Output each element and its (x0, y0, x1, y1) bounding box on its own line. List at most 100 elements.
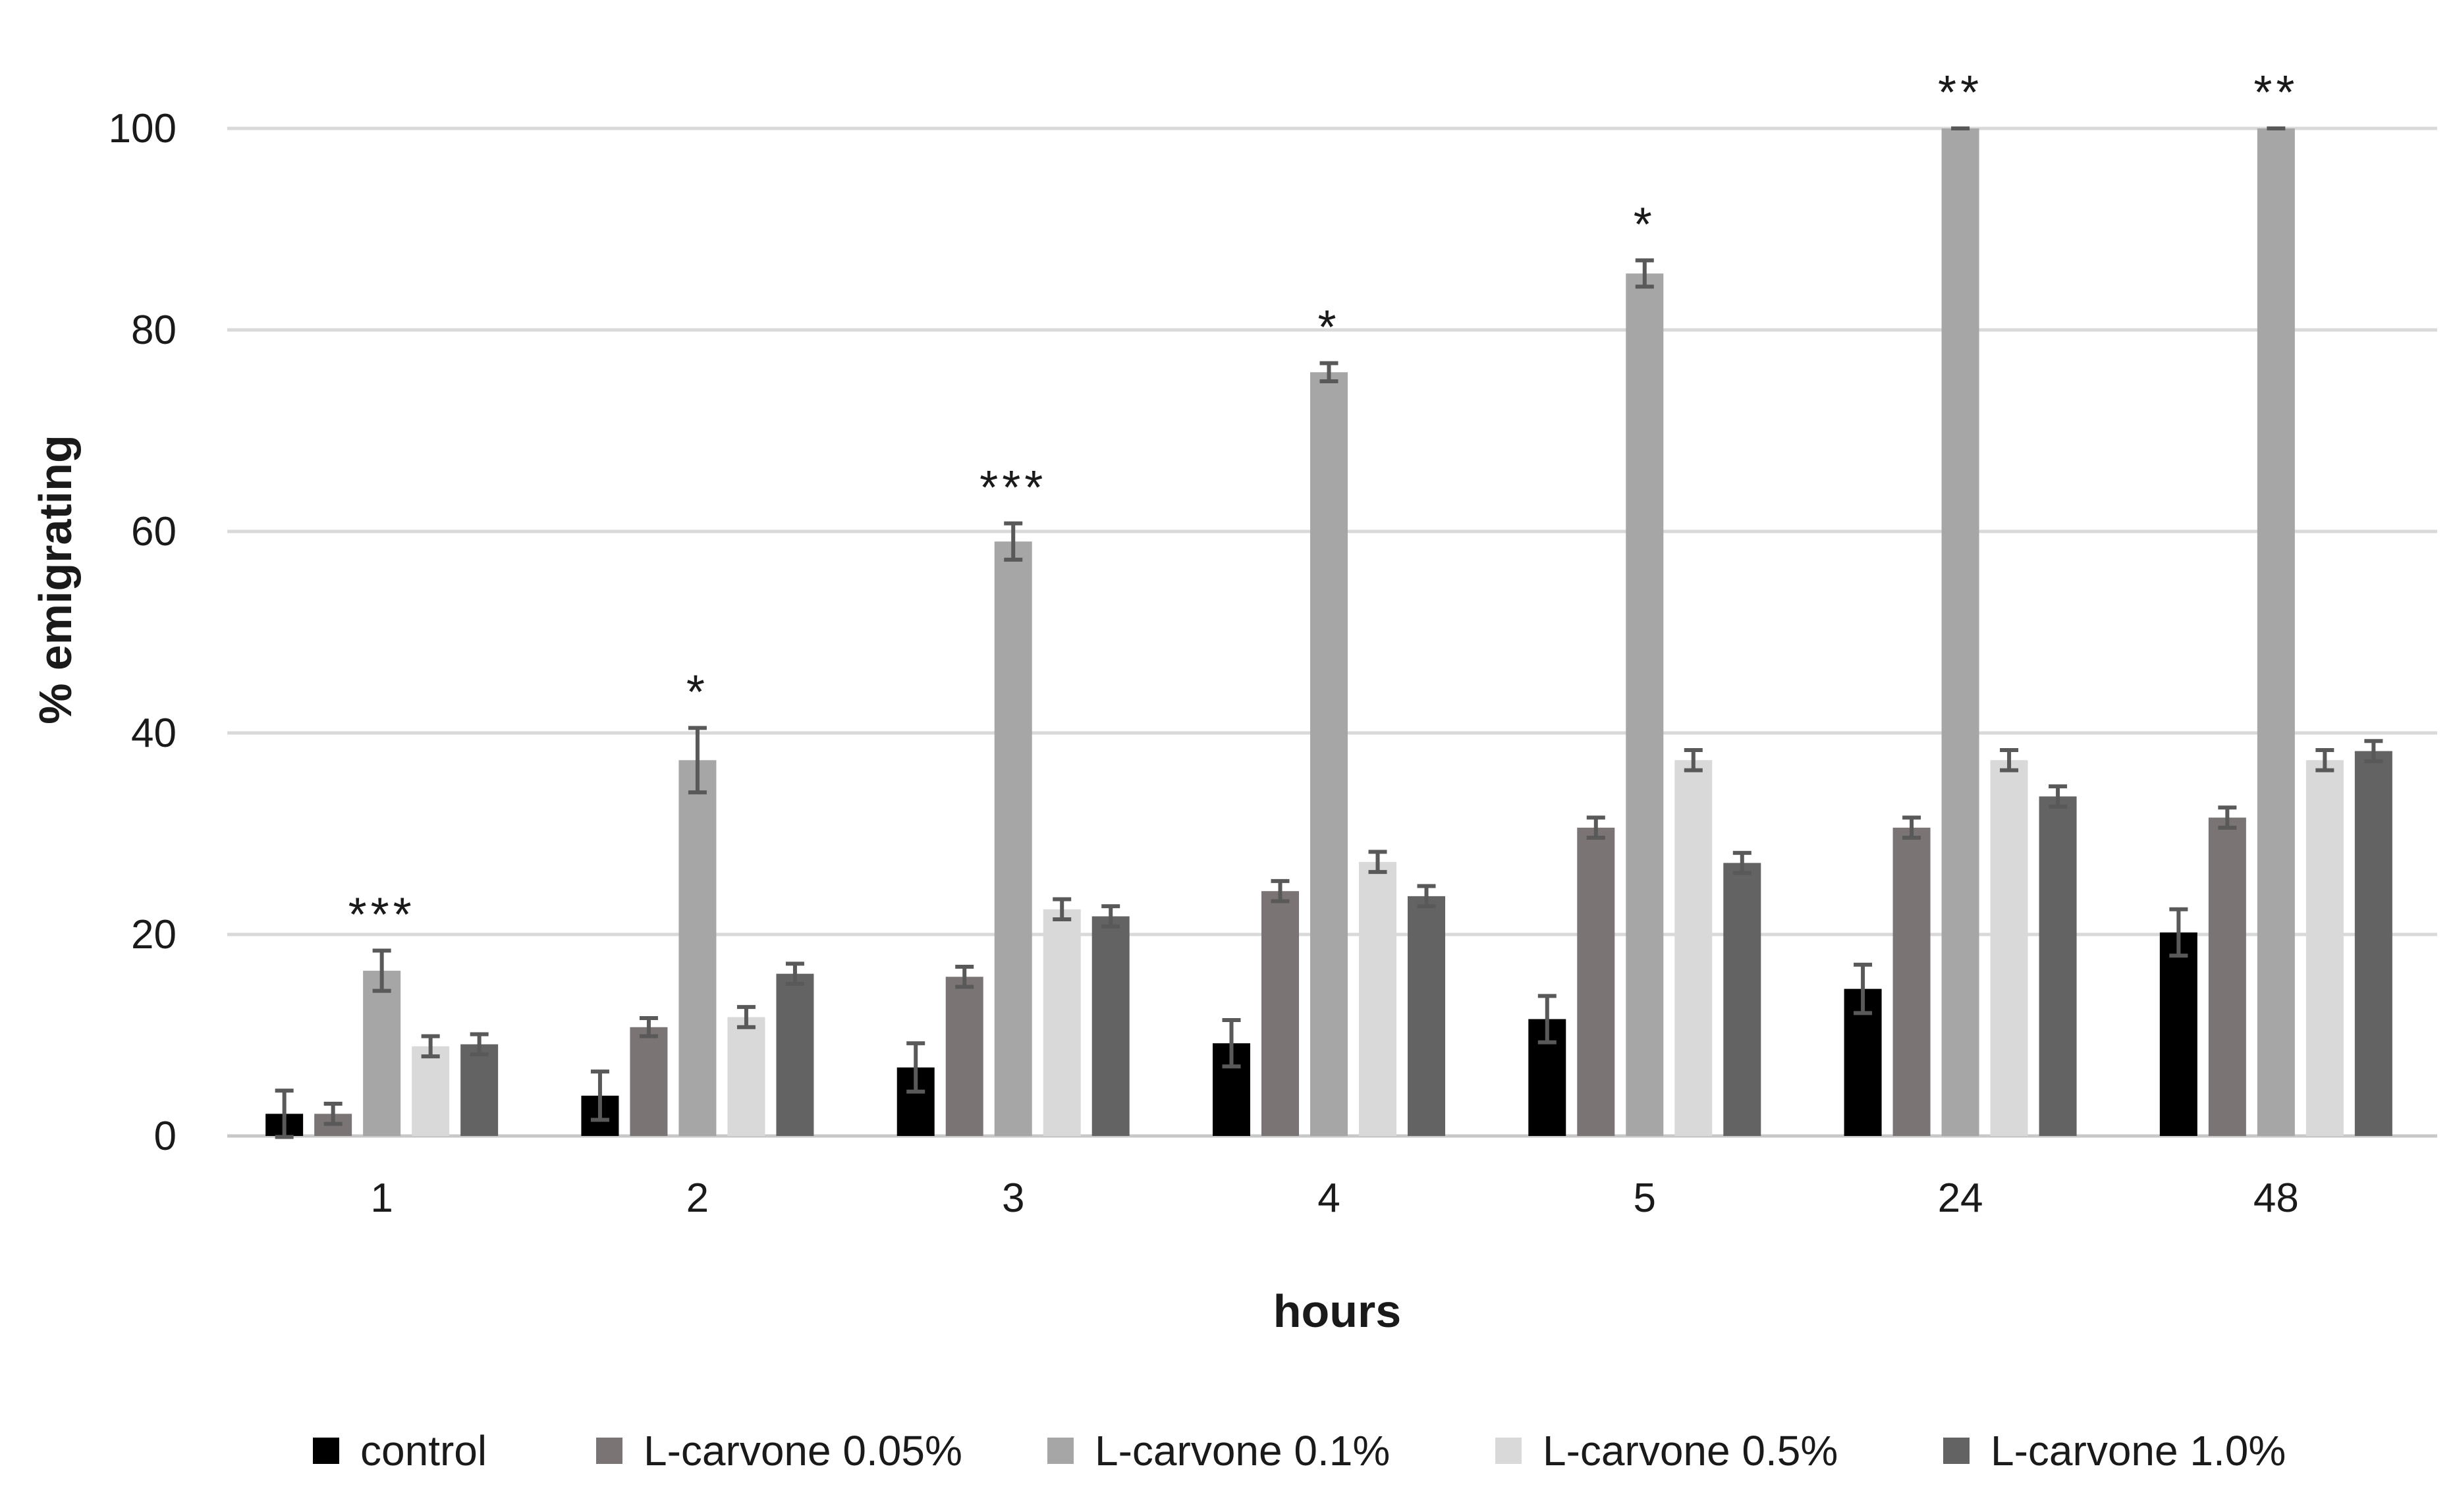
error-bar (955, 964, 974, 989)
error-bar (1004, 521, 1023, 562)
bar (1310, 372, 1348, 1136)
bar (1674, 760, 1713, 1136)
y-axis-title: % emigrating (30, 435, 81, 724)
error-bar (2000, 748, 2019, 772)
error-bar (639, 1015, 658, 1039)
error-bar (372, 948, 391, 993)
legend-label: L-carvone 0.5% (1543, 1427, 1838, 1474)
y-tick-label: 0 (154, 1114, 177, 1159)
significance-marker: *** (979, 462, 1047, 514)
legend-label: L-carvone 0.1% (1095, 1427, 1390, 1474)
error-bar (1053, 897, 1072, 922)
error-bar (275, 1089, 294, 1139)
bar (2159, 932, 2197, 1136)
legend-swatch (1495, 1438, 1522, 1464)
bar (678, 760, 717, 1136)
legend-item: L-carvone 0.05% (596, 1427, 962, 1474)
significance-marker: ** (2253, 67, 2298, 119)
bar (460, 1044, 499, 1136)
significance-marker: * (1634, 198, 1656, 251)
error-bar (1854, 962, 1873, 1015)
legend-label: L-carvone 0.05% (644, 1427, 962, 1474)
error-bar (1319, 361, 1338, 384)
error-bar (2169, 907, 2188, 958)
error-bar (470, 1032, 489, 1057)
x-tick-label: 3 (1002, 1175, 1024, 1221)
bar (1941, 128, 1979, 1136)
x-axis-title: hours (1273, 1285, 1401, 1337)
error-bar (1368, 850, 1387, 875)
error-bar (2364, 739, 2383, 763)
error-bar (688, 726, 707, 795)
error-bar (2049, 784, 2068, 809)
bar (1990, 760, 2028, 1136)
error-bar (323, 1102, 343, 1126)
legend-item: control (313, 1427, 487, 1474)
bar (412, 1046, 450, 1136)
significance-marker: *** (348, 888, 416, 941)
legend-swatch (1943, 1438, 1970, 1464)
bar (1359, 861, 1396, 1136)
error-bar (1635, 258, 1654, 289)
error-bar (1417, 884, 1436, 909)
error-bar (2315, 748, 2334, 772)
bar (1091, 916, 1130, 1136)
error-bar (1902, 815, 1921, 840)
bar (1626, 273, 1664, 1136)
bars (265, 128, 2392, 1136)
y-axis-ticks: 0 20 40 60 80 100 (109, 106, 177, 1159)
significance-marker: * (686, 666, 709, 718)
bar (945, 977, 983, 1136)
bar (1408, 896, 1445, 1136)
legend-swatch (1047, 1438, 1074, 1464)
legend: control L-carvone 0.05% L-carvone 0.1% L-ca… (313, 1427, 2286, 1474)
x-tick-label: 1 (370, 1175, 393, 1221)
legend-item: L-carvone 1.0% (1943, 1427, 2286, 1474)
y-tick-label: 40 (131, 711, 177, 756)
bar (727, 1017, 765, 1136)
legend-swatch (596, 1438, 622, 1464)
bar (1043, 909, 1081, 1136)
bar (1577, 827, 1615, 1136)
error-bar (1586, 815, 1605, 840)
bar (363, 971, 401, 1136)
error-bar (906, 1041, 925, 1094)
error-bar (1271, 878, 1290, 904)
y-tick-label: 100 (109, 106, 177, 151)
legend-item: L-carvone 0.1% (1047, 1427, 1390, 1474)
bar (1261, 891, 1299, 1136)
x-tick-label: 4 (1317, 1175, 1340, 1221)
bar (2039, 796, 2077, 1136)
legend-item: L-carvone 0.5% (1495, 1427, 1838, 1474)
error-bars (275, 126, 2383, 1139)
error-bar (785, 961, 804, 986)
legend-label: L-carvone 1.0% (1991, 1427, 2286, 1474)
bar (2208, 817, 2246, 1136)
bar (1723, 863, 1761, 1136)
legend-label: control (360, 1427, 487, 1474)
error-bar (421, 1034, 440, 1059)
significance-marker: * (1317, 301, 1340, 354)
y-tick-label: 20 (131, 912, 177, 958)
bar (994, 541, 1032, 1136)
error-bar (1222, 1018, 1241, 1069)
error-bar (2218, 805, 2237, 830)
bar (1892, 827, 1931, 1136)
bar (2354, 751, 2392, 1136)
error-bar (1101, 904, 1120, 929)
x-tick-label: 48 (2253, 1175, 2299, 1221)
y-tick-label: 80 (131, 308, 177, 353)
error-bar (736, 1005, 756, 1029)
legend-swatch (313, 1438, 339, 1464)
x-tick-label: 5 (1634, 1175, 1656, 1221)
bar (2257, 128, 2295, 1136)
error-bar (1537, 994, 1557, 1044)
error-bar (1732, 851, 1752, 875)
error-bar (590, 1069, 609, 1122)
x-tick-label: 2 (686, 1175, 709, 1221)
significance-marker: ** (1938, 67, 1983, 119)
bar (630, 1027, 668, 1136)
bar (776, 973, 814, 1136)
x-axis-ticks: 1 2 3 4 5 24 48 (370, 1175, 2298, 1221)
